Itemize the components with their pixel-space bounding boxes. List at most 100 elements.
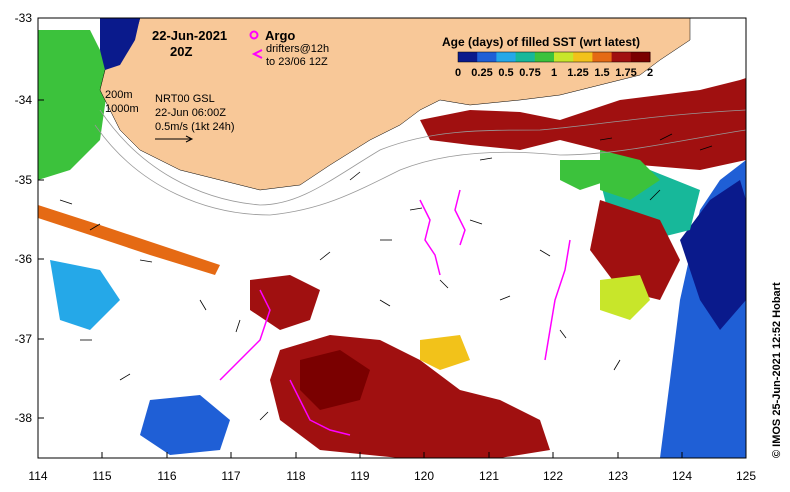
legend-color-swatch: [496, 52, 517, 62]
legend-color-swatch: [573, 52, 593, 62]
x-tick-label: 120: [414, 469, 434, 483]
patch-east-green-2: [600, 150, 660, 200]
legend-color-swatch: [477, 52, 497, 62]
current-arrow: [119, 373, 131, 381]
current-arrow: [319, 251, 331, 261]
color-legend: Age (days) of filled SST (wrt latest) 0 …: [442, 35, 653, 79]
drifter-track: [544, 239, 571, 361]
legend-tick-label: 1.25: [567, 67, 588, 79]
patch-west-orange-band: [38, 205, 220, 275]
patch-southwest-blue: [140, 395, 230, 455]
x-axis: 114 115 116 117 118 119 120 121 122 123 …: [28, 452, 756, 483]
sst-age-patches: [38, 30, 746, 458]
argo-label: Argo: [265, 28, 295, 43]
x-tick-label: 122: [543, 469, 563, 483]
legend-tick-label: 0: [455, 67, 461, 79]
y-tick-label: -35: [15, 173, 33, 187]
patch-coastal-red-2: [420, 110, 560, 150]
legend-color-bar: [458, 52, 651, 62]
legend-bar-frame: [457, 51, 651, 63]
x-tick-label: 118: [286, 469, 305, 483]
x-tick-label: 115: [92, 469, 111, 483]
current-arrow: [199, 299, 207, 311]
contour-1000m: [94, 124, 747, 216]
current-arrow: [439, 279, 449, 289]
currents-datetime: 22-Jun 06:00Z: [155, 107, 226, 119]
x-tick-label: 124: [672, 469, 692, 483]
current-arrow: [539, 249, 551, 257]
current-arrow: [235, 319, 241, 333]
current-arrow: [349, 171, 361, 181]
current-arrow: [613, 359, 621, 371]
legend-tick-label: 1.75: [615, 67, 636, 79]
map-frame: [37, 17, 747, 459]
x-tick-label: 123: [608, 469, 628, 483]
current-arrow: [659, 133, 673, 141]
legend-color-swatch: [630, 52, 651, 62]
argo-symbol-icon: [249, 30, 259, 40]
current-arrow: [139, 259, 153, 263]
current-arrow: [59, 199, 73, 205]
legend-color-swatch: [554, 52, 574, 62]
x-tick-label: 116: [157, 469, 176, 483]
drifter-tracks: [219, 189, 571, 436]
map-time: 20Z: [170, 44, 192, 59]
x-tick-label: 121: [479, 469, 499, 483]
bathymetry-contours: [94, 109, 747, 216]
y-tick-label: -34: [15, 93, 33, 107]
drifter-symbol-icon: [251, 49, 263, 59]
patch-west-green: [38, 30, 110, 180]
current-arrow: [89, 223, 101, 231]
legend-color-swatch: [515, 52, 536, 62]
drifter-track: [419, 199, 441, 276]
currents-scale: 0.5m/s (1kt 24h): [155, 121, 234, 133]
patch-east-navy: [680, 180, 746, 330]
current-arrow: [409, 207, 423, 211]
drifters-label-line2: to 23/06 12Z: [266, 56, 328, 68]
current-arrow: [559, 329, 567, 339]
legend-tick-label: 0.75: [519, 67, 540, 79]
argo-legend: Argo drifters@12h to 23/06 12Z: [249, 28, 329, 68]
x-tick-label: 117: [221, 469, 240, 483]
drifter-track: [289, 379, 351, 436]
patch-east-red: [590, 200, 680, 300]
legend-tick-label: 2: [647, 67, 653, 79]
current-arrow: [259, 411, 269, 421]
y-tick-label: -37: [15, 332, 33, 346]
y-tick-label: -33: [15, 11, 33, 25]
patch-coastal-red: [560, 78, 746, 170]
current-arrow: [379, 299, 391, 307]
legend-color-swatch: [458, 52, 478, 62]
legend-tick-label: 0.25: [471, 67, 492, 79]
x-tick-label: 119: [350, 469, 369, 483]
legend-color-swatch: [611, 52, 632, 62]
patch-northwest-blue: [100, 18, 140, 70]
y-tick-label: -36: [15, 252, 33, 266]
patch-west-blue: [50, 260, 120, 330]
current-arrow: [699, 145, 713, 151]
patch-north-green: [560, 160, 610, 190]
legend-tick-label: 0.5: [498, 67, 513, 79]
drifters-label-line1: drifters@12h: [266, 43, 329, 55]
current-arrow: [599, 137, 613, 141]
patch-south-red-2: [300, 350, 370, 410]
credit-text: © IMOS 25-Jun-2021 12:52 Hobart: [771, 282, 783, 458]
y-tick-label: -38: [15, 411, 33, 425]
patch-center-yellow: [600, 275, 650, 320]
drifter-track: [454, 189, 466, 246]
legend-tick-label: 1.5: [594, 67, 609, 79]
current-arrow: [469, 219, 483, 225]
contour-label-1000m: 1000m: [105, 103, 139, 115]
drifter-track: [219, 289, 271, 381]
patch-center-yellow-2: [420, 335, 470, 370]
current-arrow: [479, 157, 493, 161]
x-tick-label: 125: [736, 469, 756, 483]
legend-color-swatch: [534, 52, 555, 62]
x-tick-label: 114: [28, 469, 47, 483]
current-arrow: [499, 295, 511, 301]
y-axis: -33 -34 -35 -36 -37 -38: [15, 11, 44, 425]
contour-200m: [99, 109, 747, 206]
scale-arrow-head-icon: [185, 135, 194, 143]
